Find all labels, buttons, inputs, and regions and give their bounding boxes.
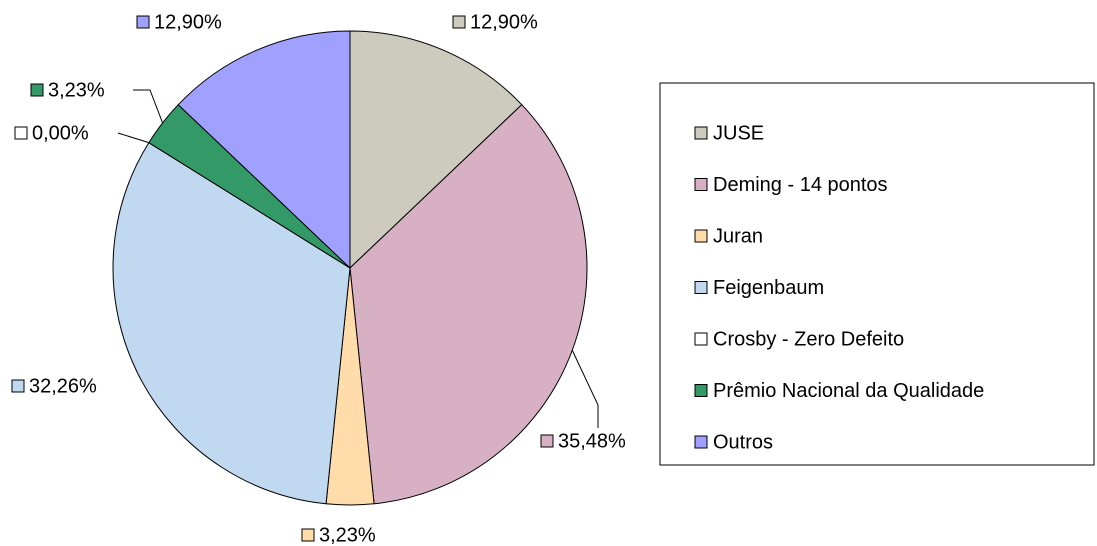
label-swatch <box>11 379 25 393</box>
legend-label: Deming - 14 pontos <box>713 174 888 196</box>
legend-swatch <box>694 384 708 397</box>
legend-box <box>659 82 1095 466</box>
legend-label: Feigenbaum <box>713 277 824 299</box>
label-swatch <box>452 15 466 29</box>
legend-label: Outros <box>713 431 773 453</box>
pie-slice <box>349 30 523 270</box>
legend-label: Crosby - Zero Defeito <box>713 328 904 350</box>
data-label: 0,00% <box>32 122 89 144</box>
pie-slice <box>112 141 351 505</box>
leader-line <box>571 350 599 428</box>
label-swatch <box>14 126 28 140</box>
leader-line <box>133 89 164 124</box>
label-swatch <box>540 434 554 448</box>
legend-label: Juran <box>713 225 763 247</box>
data-label: 35,48% <box>558 430 626 452</box>
legend-swatch <box>694 332 708 346</box>
data-label: 3,23% <box>48 79 105 101</box>
legend-label: JUSE <box>713 122 764 144</box>
legend-swatch <box>694 281 708 294</box>
legend-swatch <box>694 126 708 140</box>
legend-swatch <box>694 178 708 191</box>
data-label: 12,90% <box>470 11 538 33</box>
data-label: 32,26% <box>29 375 97 397</box>
pie-slice <box>349 103 588 505</box>
data-label: 12,90% <box>154 11 222 33</box>
pie-slice <box>177 30 351 270</box>
legend-swatch <box>694 229 708 243</box>
legend-label: Prêmio Nacional da Qualidade <box>713 380 984 402</box>
data-label: 3,23% <box>319 524 376 546</box>
label-swatch <box>301 528 315 542</box>
legend-swatch <box>694 435 708 449</box>
label-swatch <box>136 15 150 29</box>
leader-line <box>117 132 150 144</box>
label-swatch <box>30 83 44 97</box>
